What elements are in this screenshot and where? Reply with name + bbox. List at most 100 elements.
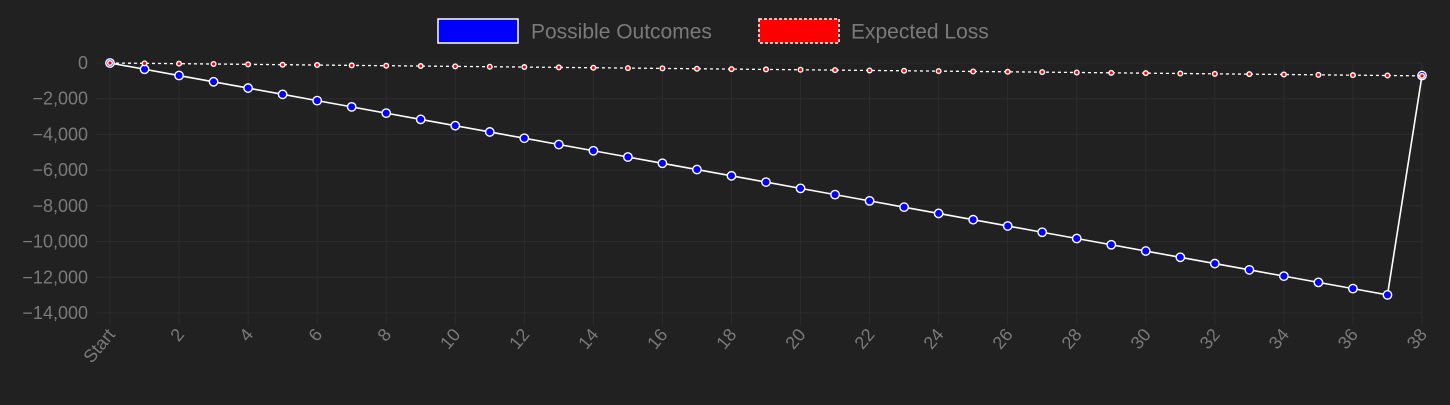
data-point[interactable] [1418,72,1425,79]
y-axis: 0 −2,000 −4,000 −6,000 −8,000 −10,000 −12,000 −… [22,53,88,323]
x-tick-label: Start [79,325,119,367]
data-point[interactable] [1039,69,1046,76]
data-point[interactable] [899,202,910,213]
data-point[interactable] [1142,70,1149,77]
data-point[interactable] [279,61,286,68]
data-point[interactable] [590,64,597,71]
data-point[interactable] [1211,70,1218,77]
data-point[interactable] [622,152,633,162]
series-group [105,58,1427,300]
legend-item-1[interactable]: Expected Loss [758,18,989,44]
data-point[interactable] [1004,68,1011,75]
data-point[interactable] [348,62,355,69]
data-point[interactable] [1315,71,1322,78]
data-point[interactable] [1384,72,1391,79]
data-point[interactable] [176,60,183,67]
x-tick-label: 38 [1403,325,1431,353]
data-point[interactable] [519,133,530,144]
data-point[interactable] [1280,71,1287,78]
data-point[interactable] [797,66,804,73]
y-tick-label: −10,000 [22,232,88,252]
data-point[interactable] [657,158,668,169]
data-point[interactable] [968,214,979,225]
data-point[interactable] [1244,264,1255,275]
data-point[interactable] [659,65,666,72]
data-point[interactable] [763,66,770,73]
data-point[interactable] [553,139,564,150]
legend-label: Expected Loss [851,21,989,44]
data-point[interactable] [174,70,184,81]
data-point[interactable] [832,67,839,74]
data-point[interactable] [1037,227,1048,238]
data-point[interactable] [866,67,873,74]
data-point[interactable] [210,61,217,68]
data-point[interactable] [1349,72,1356,79]
data-point[interactable] [415,114,426,125]
data-point[interactable] [484,127,495,137]
data-point[interactable] [624,65,631,72]
data-point[interactable] [901,67,908,74]
data-point[interactable] [1071,233,1082,244]
data-point[interactable] [208,76,219,87]
y-tick-label: −6,000 [32,160,88,180]
data-point[interactable] [314,62,321,69]
data-point[interactable] [450,120,461,131]
x-tick-label: 30 [1127,325,1155,353]
data-point[interactable] [106,60,113,67]
x-tick-label: 28 [1058,325,1086,353]
data-point[interactable] [864,195,875,206]
legend-item-0[interactable]: Possible Outcomes [437,18,712,44]
data-point[interactable] [728,66,735,73]
data-point[interactable] [933,208,944,219]
data-point[interactable] [1140,246,1151,256]
data-point[interactable] [1246,71,1253,78]
y-tick-label: −2,000 [32,89,88,109]
data-point[interactable] [726,170,737,181]
x-tick-label: 20 [781,325,809,353]
x-tick-label: 26 [989,325,1017,353]
legend[interactable]: Possible Outcomes Expected Loss [437,18,989,44]
data-point[interactable] [588,145,599,156]
data-point[interactable] [555,64,562,71]
data-point[interactable] [1209,258,1220,269]
data-point[interactable] [245,61,252,68]
data-point[interactable] [381,108,392,119]
legend-swatch [437,18,519,44]
data-point[interactable] [1278,271,1289,282]
data-point[interactable] [417,63,424,70]
y-tick-label: −8,000 [32,196,88,216]
data-point[interactable] [486,63,493,70]
data-point[interactable] [383,62,390,69]
data-point[interactable] [830,189,840,200]
grid [96,62,1423,325]
data-point[interactable] [1106,239,1117,250]
data-point[interactable] [521,64,528,71]
data-point[interactable] [1382,290,1393,300]
data-point[interactable] [761,177,771,187]
data-point[interactable] [277,89,288,100]
data-point[interactable] [693,65,700,72]
data-point[interactable] [795,183,806,194]
data-point[interactable] [1313,277,1324,288]
data-point[interactable] [1002,221,1013,231]
series-1 [106,60,1425,79]
data-point[interactable] [452,63,459,70]
data-point[interactable] [312,95,323,106]
data-point[interactable] [935,68,942,75]
data-point[interactable] [1073,69,1080,76]
data-point[interactable] [970,68,977,75]
x-tick-label: 14 [574,325,602,353]
x-tick-label: 24 [919,325,947,353]
data-point[interactable] [243,83,254,93]
data-point[interactable] [1177,70,1184,77]
data-point[interactable] [692,164,702,175]
data-point[interactable] [1108,69,1115,76]
data-point[interactable] [1348,283,1358,294]
data-point[interactable] [1175,252,1186,263]
data-point[interactable] [346,101,357,112]
data-point[interactable] [141,60,148,67]
x-tick-label: 12 [505,325,533,353]
x-tick-label: 18 [712,325,740,353]
